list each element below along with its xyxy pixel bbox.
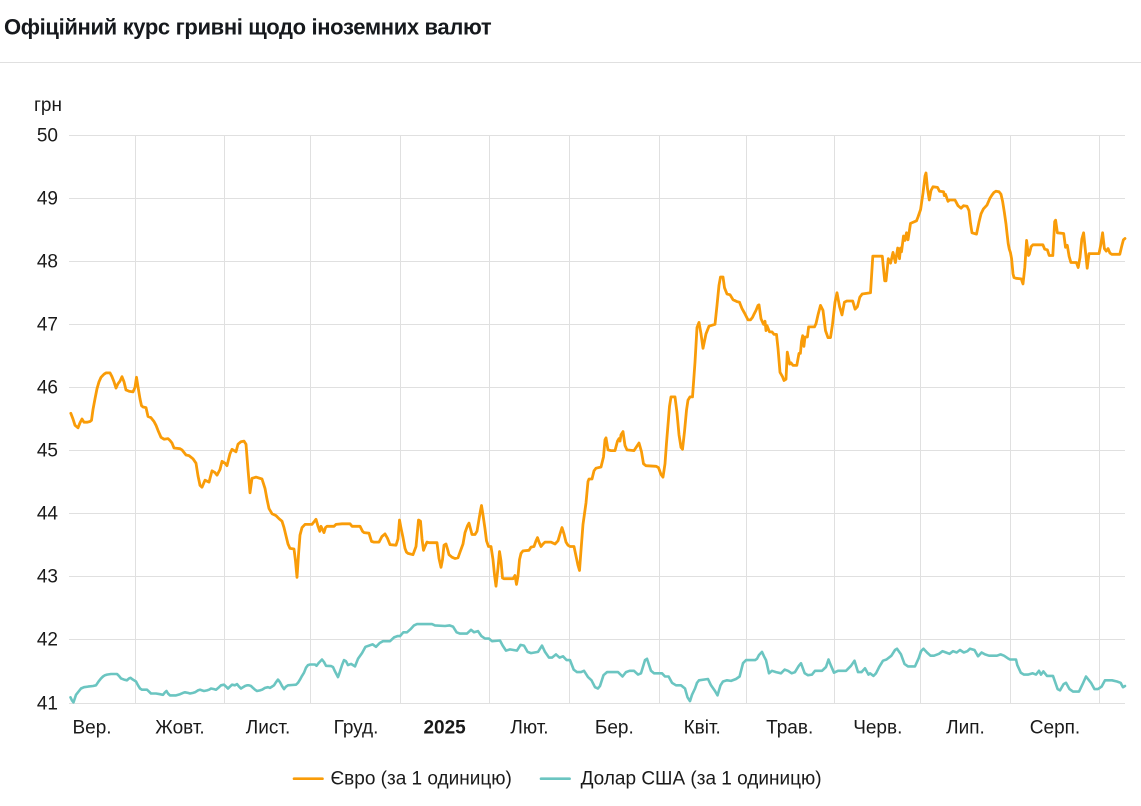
svg-text:грн: грн (34, 95, 62, 116)
svg-text:49: 49 (37, 189, 58, 210)
svg-text:Євро (за 1 одиницю): Євро (за 1 одиницю) (331, 768, 512, 789)
svg-text:43: 43 (37, 567, 58, 588)
svg-text:Лип.: Лип. (946, 718, 985, 739)
svg-text:Лют.: Лют. (510, 718, 548, 739)
svg-text:Долар США (за 1 одиницю): Долар США (за 1 одиницю) (581, 768, 822, 789)
svg-text:45: 45 (37, 441, 58, 462)
svg-text:Лист.: Лист. (246, 718, 290, 739)
svg-text:41: 41 (37, 694, 58, 715)
svg-text:Вер.: Вер. (72, 718, 111, 739)
svg-text:2025: 2025 (423, 718, 466, 739)
svg-text:Трав.: Трав. (766, 718, 813, 739)
svg-text:Бер.: Бер. (595, 718, 634, 739)
svg-text:Офіційний курс гривні щодо іно: Офіційний курс гривні щодо іноземних вал… (4, 15, 492, 40)
svg-text:44: 44 (37, 504, 59, 525)
svg-text:50: 50 (37, 126, 58, 147)
svg-text:Серп.: Серп. (1030, 718, 1080, 739)
svg-text:42: 42 (37, 630, 58, 651)
svg-text:Черв.: Черв. (853, 718, 902, 739)
svg-text:46: 46 (37, 378, 58, 399)
svg-text:47: 47 (37, 315, 58, 336)
svg-text:Груд.: Груд. (334, 718, 379, 739)
svg-text:Жовт.: Жовт. (155, 718, 204, 739)
svg-text:48: 48 (37, 252, 58, 273)
svg-text:Квіт.: Квіт. (684, 718, 721, 739)
